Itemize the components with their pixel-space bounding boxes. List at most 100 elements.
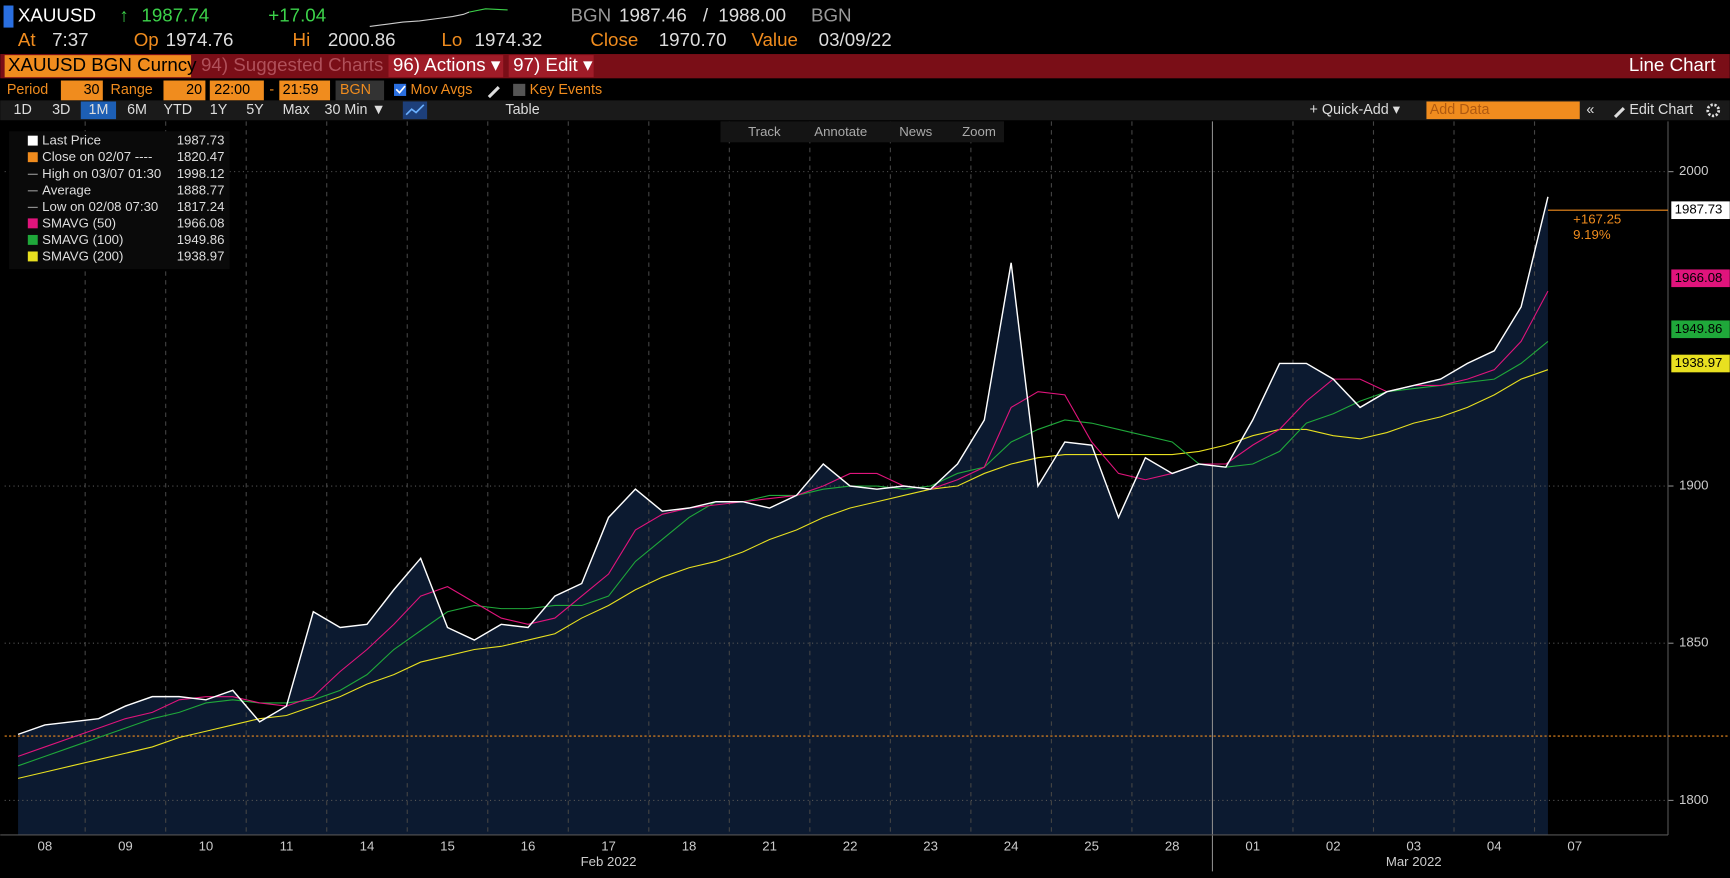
legend-label: SMAVG (100) (42, 232, 123, 247)
legend-label: Average (42, 182, 91, 197)
add-data-box[interactable] (1426, 101, 1580, 120)
legend-label: Low on 02/08 07:30 (42, 199, 158, 214)
end-box[interactable] (279, 80, 331, 101)
legend-label: Last Price (42, 133, 101, 148)
start-box[interactable] (209, 80, 264, 101)
legend-value: 1987.73 (177, 133, 225, 148)
x-tick-label: 09 (118, 839, 133, 854)
bid-ask-separator: / (703, 4, 709, 25)
range-button[interactable]: 1M (88, 102, 108, 118)
interval[interactable]: 30 Min ▼ (325, 102, 386, 118)
range-selected[interactable] (80, 101, 117, 120)
source-box[interactable] (335, 80, 385, 101)
legend-swatch (27, 218, 38, 229)
ticker: XAUUSD (18, 4, 96, 25)
y-tick-label: 2000 (1679, 163, 1708, 178)
chart-tool[interactable]: Annotate (814, 124, 867, 139)
moving-average-line (17, 369, 1549, 779)
key-events-checkbox[interactable] (513, 83, 526, 96)
edit[interactable]: 97) Edit ▾ (513, 54, 593, 75)
legend-value: 1998.12 (177, 166, 225, 181)
range-button[interactable]: 1Y (210, 102, 228, 118)
range[interactable]: 20 (186, 82, 202, 98)
value-tag-label: 1949.86 (1675, 321, 1723, 336)
y-tick-label: 1800 (1679, 792, 1708, 807)
range-button[interactable]: 1D (13, 102, 31, 118)
edit-chart-icon[interactable] (1613, 106, 1625, 119)
x-tick-label: 17 (601, 839, 616, 854)
quote-source: BGN (570, 4, 611, 25)
chart-tool[interactable]: Track (748, 124, 781, 139)
bid: 1987.46 (619, 4, 687, 25)
sparkline (369, 11, 470, 28)
x-tick-label: 11 (280, 839, 294, 854)
actions-button[interactable] (388, 55, 504, 78)
security[interactable]: XAUUSD BGN Curncy (8, 54, 197, 75)
legend-label: SMAVG (50) (42, 215, 116, 230)
chart: 1800 1850 1900 2000 08 09 10 11 14 15 16 17 18 21 22 23… (0, 121, 1730, 872)
add-data[interactable]: Add Data (1430, 102, 1490, 118)
actions[interactable]: 96) Actions ▾ (393, 54, 501, 75)
quote-source: BGN (811, 4, 852, 25)
detail-label: Hi (293, 29, 311, 50)
chart-tools-bar (720, 121, 1004, 143)
x-tick-label: 25 (1084, 839, 1099, 854)
range-box[interactable] (163, 80, 206, 101)
quick-add[interactable]: + Quick-Add ▾ (1310, 102, 1400, 118)
edit-button[interactable] (508, 55, 594, 78)
pencil-icon[interactable] (487, 86, 500, 99)
line-icon-box[interactable] (402, 101, 428, 120)
chart-tool[interactable]: Zoom (962, 124, 996, 139)
change: +167.25 (1573, 212, 1621, 227)
period[interactable]: 30 (84, 82, 100, 98)
detail-value: 1974.76 (166, 29, 234, 50)
line-icon[interactable] (405, 104, 425, 116)
range-button[interactable]: Max (283, 102, 311, 118)
legend-label: SMAVG (200) (42, 249, 123, 264)
edit-chart[interactable]: Edit Chart (1629, 102, 1693, 118)
y-tick-label: 1850 (1679, 635, 1708, 650)
sparkline-today (468, 8, 508, 13)
settings-gear[interactable] (1706, 103, 1721, 118)
collapse[interactable]: « (1586, 102, 1594, 118)
x-tick-label: 08 (38, 839, 53, 854)
value-tag (1671, 320, 1730, 339)
range-button[interactable]: 5Y (246, 102, 264, 118)
x-tick-label: 10 (199, 839, 214, 854)
chart-tool[interactable]: News (899, 124, 932, 139)
legend-value: 1938.97 (177, 249, 225, 264)
ask: 1988.00 (718, 4, 786, 25)
moving-average-line (17, 290, 1549, 757)
range-button[interactable]: 6M (127, 102, 147, 118)
legend-label: High on 03/07 01:30 (42, 166, 161, 181)
x-tick-label: 23 (923, 839, 938, 854)
value-tag-label: 1966.08 (1675, 270, 1723, 285)
x-tick-label: 16 (521, 839, 536, 854)
mov-avgs[interactable]: Mov Avgs (411, 82, 473, 98)
key-events[interactable]: Key Events (530, 82, 602, 98)
end-time[interactable]: 21:59 (283, 82, 319, 98)
legend-box (9, 131, 230, 270)
detail-label: Value (751, 29, 798, 50)
detail-label: At (18, 29, 37, 50)
source[interactable]: BGN (340, 82, 371, 98)
range-label: Range (111, 82, 153, 98)
price-area (18, 196, 1548, 835)
ticker-flag (3, 5, 14, 28)
x-tick-label: 21 (762, 839, 777, 854)
detail-value: 03/09/22 (819, 29, 892, 50)
detail-value: 2000.86 (328, 29, 396, 50)
security-box[interactable] (4, 55, 192, 78)
range-button[interactable]: YTD (163, 102, 192, 118)
x-tick-label: 03 (1406, 839, 1421, 854)
start-time[interactable]: 22:00 (214, 82, 250, 98)
mov-avgs-checkbox[interactable] (394, 83, 407, 96)
x-tick-label: 14 (360, 839, 375, 854)
suggested-charts[interactable]: 94) Suggested Charts (201, 54, 383, 75)
x-tick-label: 02 (1326, 839, 1341, 854)
period-box[interactable] (60, 80, 103, 101)
range-button[interactable]: 3D (52, 102, 70, 118)
table-button[interactable]: Table (505, 102, 539, 118)
value-tag-label: 1987.73 (1675, 202, 1723, 217)
